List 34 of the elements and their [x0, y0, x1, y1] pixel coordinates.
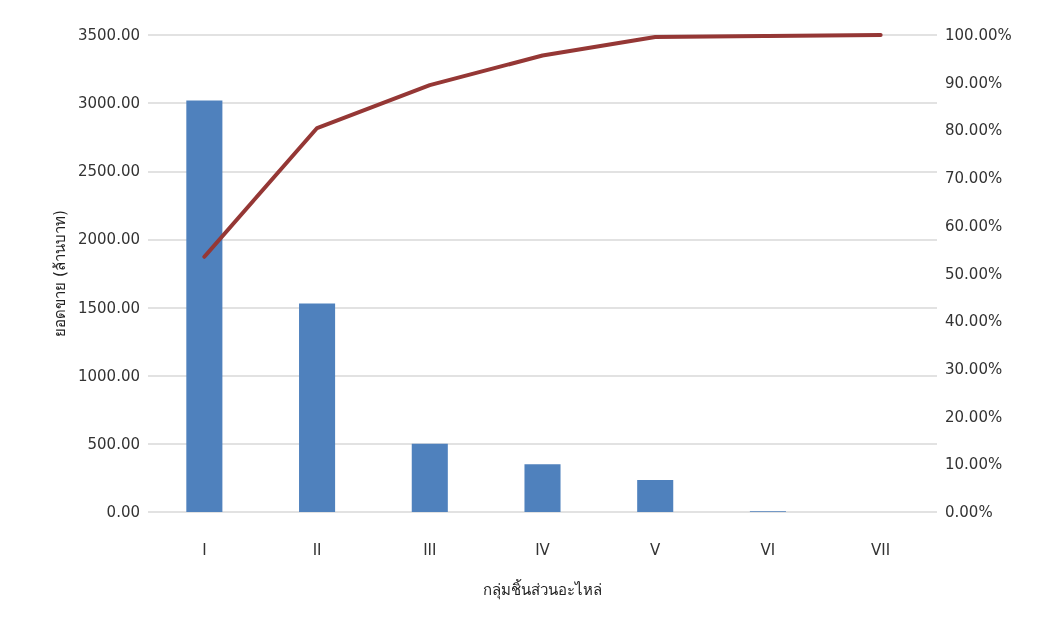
bar: [411, 443, 448, 512]
x-tick-label: III: [423, 540, 437, 559]
y2-tick-label: 20.00%: [945, 407, 1003, 426]
y-tick-label: 3000.00: [77, 94, 140, 113]
y-tick-label: 0.00: [106, 503, 140, 521]
x-axis-title: กลุ่มชิ้นส่วนอะไหล่: [483, 578, 602, 600]
x-tick-label: V: [650, 540, 662, 559]
y2-tick-label: 0.00%: [945, 503, 993, 521]
line-series: [202, 33, 883, 259]
x-tick-label: VI: [760, 540, 776, 559]
bar: [524, 464, 561, 512]
bar: [299, 303, 336, 512]
y-tick-label: 1500.00: [77, 298, 140, 317]
y2-tick-label: 80.00%: [945, 121, 1003, 140]
y2-tick-label: 40.00%: [945, 312, 1003, 331]
y2-tick-label: 100.00%: [945, 26, 1012, 44]
y2-tick-label: 10.00%: [945, 455, 1003, 474]
x-tick-label: II: [312, 540, 322, 559]
x-tick-label: I: [202, 540, 207, 559]
y2-tick-label: 50.00%: [945, 264, 1003, 283]
y2-tick-label: 60.00%: [945, 216, 1003, 235]
y-axis-title: ยอดขาย (ล้านบาท): [50, 210, 69, 337]
y-tick-label: 500.00: [87, 434, 140, 453]
y2-tick-label: 70.00%: [945, 169, 1003, 188]
bar: [637, 479, 674, 512]
y2-tick-label: 30.00%: [945, 359, 1003, 378]
y2-tick-label: 90.00%: [945, 73, 1003, 92]
x-tick-label: IV: [535, 540, 551, 559]
y-tick-label: 3500.00: [77, 26, 140, 44]
y-tick-label: 2000.00: [77, 230, 140, 249]
bar: [186, 100, 223, 512]
x-tick-label: VII: [871, 540, 891, 559]
y-tick-label: 2500.00: [77, 162, 140, 181]
y-tick-label: 1000.00: [77, 366, 140, 385]
